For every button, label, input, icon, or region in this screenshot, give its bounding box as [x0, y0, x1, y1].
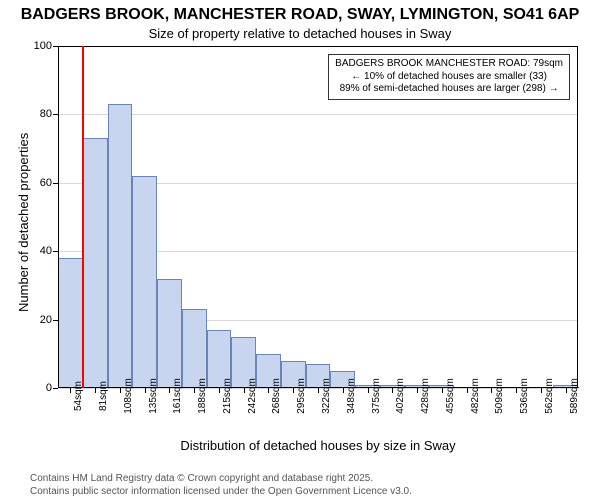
histogram-bar — [83, 138, 108, 388]
x-tick-mark — [442, 388, 443, 393]
annotation-box: BADGERS BROOK MANCHESTER ROAD: 79sqm← 10… — [328, 54, 570, 100]
grid-line — [58, 114, 578, 115]
x-tick-mark — [368, 388, 369, 393]
chart-subtitle: Size of property relative to detached ho… — [0, 26, 600, 41]
histogram-bar — [58, 258, 83, 388]
annotation-line: BADGERS BROOK MANCHESTER ROAD: 79sqm — [335, 58, 563, 71]
x-tick-mark — [169, 388, 170, 393]
x-tick-mark — [70, 388, 71, 393]
x-tick-mark — [392, 388, 393, 393]
x-tick-mark — [120, 388, 121, 393]
x-tick-mark — [541, 388, 542, 393]
x-tick-mark — [95, 388, 96, 393]
x-tick-mark — [467, 388, 468, 393]
axis-right — [577, 46, 578, 388]
axis-left — [58, 46, 59, 388]
x-tick-mark — [194, 388, 195, 393]
histogram-bar — [132, 176, 157, 388]
x-axis-label: Distribution of detached houses by size … — [58, 438, 578, 453]
annotation-line: 89% of semi-detached houses are larger (… — [335, 83, 563, 96]
y-tick-label: 60 — [30, 177, 52, 189]
plot-area: 54sqm81sqm108sqm135sqm161sqm188sqm215sqm… — [58, 46, 578, 388]
x-tick-mark — [566, 388, 567, 393]
chart-container: { "title": "BADGERS BROOK, MANCHESTER RO… — [0, 0, 600, 500]
chart-title: BADGERS BROOK, MANCHESTER ROAD, SWAY, LY… — [0, 0, 600, 24]
marker-line — [82, 46, 84, 388]
x-tick-mark — [293, 388, 294, 393]
histogram-bar — [157, 279, 182, 388]
x-tick-mark — [318, 388, 319, 393]
x-tick-mark — [343, 388, 344, 393]
annotation-line: ← 10% of detached houses are smaller (33… — [335, 71, 563, 84]
y-axis-label: Number of detached properties — [16, 133, 31, 312]
axis-top — [58, 46, 578, 47]
y-tick-label: 80 — [30, 108, 52, 120]
histogram-bar — [108, 104, 133, 388]
x-tick-mark — [516, 388, 517, 393]
x-tick-mark — [417, 388, 418, 393]
x-tick-mark — [145, 388, 146, 393]
y-tick-label: 40 — [30, 245, 52, 257]
x-tick-mark — [268, 388, 269, 393]
y-tick-label: 20 — [30, 314, 52, 326]
y-tick-label: 100 — [30, 40, 52, 52]
y-tick-label: 0 — [30, 382, 52, 394]
license-line-1: Contains HM Land Registry data © Crown c… — [30, 473, 373, 484]
x-tick-mark — [491, 388, 492, 393]
license-line-2: Contains public sector information licen… — [30, 486, 412, 497]
axis-bottom — [58, 387, 578, 388]
x-tick-mark — [219, 388, 220, 393]
x-tick-mark — [244, 388, 245, 393]
histogram-bar — [182, 309, 207, 388]
y-tick-mark — [53, 388, 58, 389]
